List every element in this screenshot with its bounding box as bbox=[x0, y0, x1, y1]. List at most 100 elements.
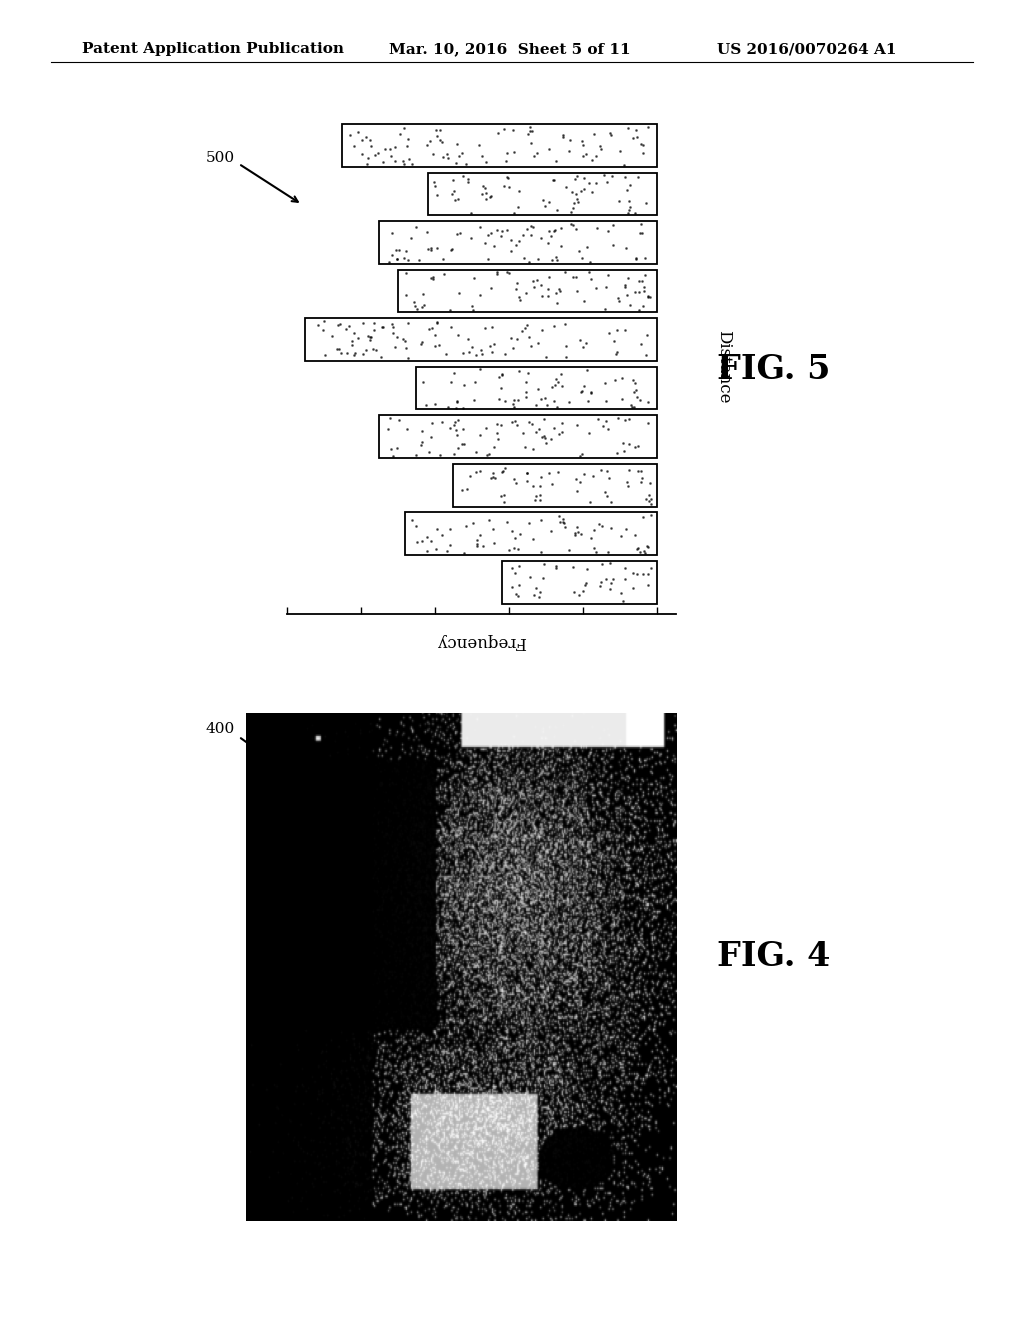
Point bbox=[564, 215, 581, 236]
Point bbox=[580, 558, 596, 579]
Point bbox=[575, 135, 592, 156]
Point bbox=[474, 183, 490, 205]
Point bbox=[472, 425, 488, 446]
Point bbox=[399, 312, 416, 333]
Point bbox=[631, 300, 647, 321]
Point bbox=[558, 335, 574, 356]
Point bbox=[570, 240, 587, 261]
Point bbox=[518, 470, 535, 491]
Point bbox=[528, 269, 545, 290]
Point bbox=[593, 572, 609, 593]
Point bbox=[418, 395, 434, 416]
Point bbox=[477, 178, 494, 199]
Point bbox=[481, 186, 498, 207]
Point bbox=[391, 123, 408, 144]
Point bbox=[630, 537, 646, 558]
Point bbox=[550, 371, 566, 392]
Text: FIG. 5: FIG. 5 bbox=[717, 354, 830, 385]
Point bbox=[383, 145, 399, 166]
Point bbox=[551, 279, 567, 300]
Point bbox=[515, 422, 531, 444]
Point bbox=[485, 467, 502, 488]
Point bbox=[565, 267, 582, 288]
Point bbox=[416, 294, 432, 315]
Point bbox=[597, 276, 613, 297]
Point bbox=[475, 535, 492, 556]
Point bbox=[595, 165, 611, 186]
Point bbox=[588, 172, 604, 193]
Point bbox=[555, 512, 571, 533]
Point bbox=[478, 417, 495, 438]
Point bbox=[599, 264, 615, 285]
Point bbox=[599, 461, 615, 482]
Point bbox=[511, 180, 527, 201]
Point bbox=[373, 347, 389, 368]
Point bbox=[570, 191, 587, 213]
Point bbox=[445, 181, 462, 202]
Point bbox=[346, 322, 362, 343]
Point bbox=[375, 317, 391, 338]
Point bbox=[395, 150, 412, 172]
Point bbox=[423, 426, 439, 447]
Point bbox=[548, 556, 564, 577]
Point bbox=[333, 343, 349, 364]
Point bbox=[522, 566, 539, 587]
Point bbox=[633, 471, 649, 492]
Point bbox=[639, 325, 655, 346]
Point bbox=[484, 341, 501, 362]
Point bbox=[547, 220, 563, 242]
Point bbox=[567, 183, 584, 205]
Point bbox=[512, 289, 528, 310]
Point bbox=[637, 265, 653, 286]
Point bbox=[367, 319, 383, 341]
Point bbox=[479, 445, 496, 466]
Point bbox=[396, 117, 413, 139]
Point bbox=[513, 321, 529, 342]
Point bbox=[446, 412, 463, 433]
Point bbox=[578, 576, 594, 597]
Point bbox=[462, 465, 478, 486]
Point bbox=[629, 387, 645, 408]
Point bbox=[398, 284, 415, 305]
Point bbox=[600, 322, 616, 343]
Point bbox=[569, 165, 586, 186]
Point bbox=[594, 553, 610, 574]
Point bbox=[543, 520, 559, 541]
Point bbox=[556, 261, 572, 282]
Point bbox=[465, 300, 481, 321]
Point bbox=[597, 569, 613, 590]
Point bbox=[399, 347, 416, 368]
Point bbox=[432, 445, 449, 466]
Point bbox=[502, 539, 518, 560]
Point bbox=[445, 170, 462, 191]
Point bbox=[330, 314, 346, 335]
Point bbox=[517, 282, 534, 304]
Point bbox=[524, 120, 541, 141]
Point bbox=[414, 432, 430, 453]
Point bbox=[586, 520, 602, 541]
Point bbox=[499, 166, 515, 187]
Point bbox=[450, 189, 466, 210]
Point bbox=[460, 327, 476, 348]
Point bbox=[541, 139, 557, 160]
Point bbox=[464, 296, 480, 317]
Point bbox=[635, 507, 651, 528]
Point bbox=[643, 557, 659, 578]
Point bbox=[432, 120, 449, 141]
Point bbox=[427, 335, 443, 356]
Point bbox=[535, 568, 551, 589]
Point bbox=[505, 202, 521, 223]
Point bbox=[503, 327, 519, 348]
Point bbox=[509, 327, 525, 348]
Point bbox=[555, 510, 571, 531]
Point bbox=[616, 275, 633, 296]
Point bbox=[354, 313, 371, 334]
Point bbox=[496, 491, 512, 512]
Point bbox=[636, 540, 652, 561]
Point bbox=[443, 183, 460, 205]
Point bbox=[525, 271, 542, 292]
Point bbox=[537, 428, 553, 449]
Point bbox=[397, 338, 414, 359]
Point bbox=[383, 438, 399, 459]
Point bbox=[539, 395, 555, 416]
